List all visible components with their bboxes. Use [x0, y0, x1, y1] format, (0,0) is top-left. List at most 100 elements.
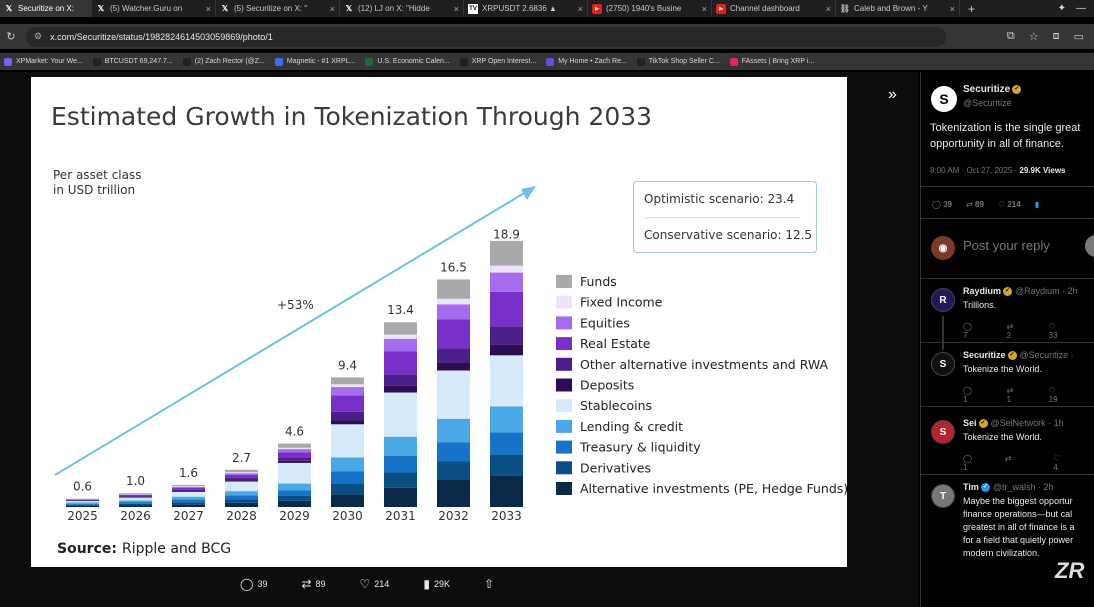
bar-2030-stablecoins: [331, 424, 364, 458]
bar-2033-treasury-liquidity: [490, 432, 523, 455]
extensions-icon[interactable]: ⧈: [1052, 30, 1060, 42]
tab-6[interactable]: ▶ Channel dashboard ×: [712, 0, 836, 17]
chart-subtitle-line-1: Per asset class: [53, 168, 142, 182]
like-count[interactable]: ♡ 214: [997, 200, 1021, 209]
install-app-icon[interactable]: ⧉: [1006, 30, 1015, 42]
like-count[interactable]: ♡ 19: [1048, 386, 1058, 404]
bar-2026-derivatives: [119, 503, 152, 506]
reply-avatar-3[interactable]: T: [931, 484, 955, 508]
reply-action[interactable]: ◯ 39: [240, 577, 267, 591]
reply-count[interactable]: ◯ 1: [963, 454, 972, 472]
bookmark-2[interactable]: (2) Zach Rector (@Z...: [182, 57, 265, 66]
bookmark-icon[interactable]: ▮: [1034, 200, 1040, 209]
bar-2030-alternative-investments-pe-hedge-funds-: [331, 494, 364, 507]
reply-text-3-1: finance operations—but cal: [963, 509, 1073, 519]
close-icon[interactable]: ×: [949, 3, 955, 14]
reply-count[interactable]: ◯ 1: [963, 386, 972, 404]
bar-2026-real-estate: [119, 495, 152, 497]
bar-2028-treasury-liquidity: [225, 495, 258, 500]
reply-author-1[interactable]: Securitize ✓ @Securitize ·: [963, 350, 1074, 361]
bar-2033-funds: [490, 240, 523, 266]
retweet-count[interactable]: ⇄ 1: [1006, 386, 1014, 404]
retweet-icon: ⇄: [301, 577, 312, 591]
tweet-handle[interactable]: @Securitize: [963, 98, 1012, 108]
like-action[interactable]: ♡ 214: [360, 577, 390, 591]
tweet-author[interactable]: Securitize ✓: [963, 84, 1022, 95]
like-count[interactable]: ♡ 4: [1053, 454, 1061, 472]
tab-3[interactable]: 𝕏 (12) LJ on X: "Hidde ×: [340, 0, 464, 17]
reply-input[interactable]: Post your reply: [963, 238, 1050, 253]
close-icon[interactable]: ×: [329, 3, 335, 14]
gemini-icon[interactable]: ✦: [1057, 3, 1066, 14]
tab-0[interactable]: 𝕏 Securitize on X:: [0, 0, 92, 17]
x-tick-2026: 2026: [120, 509, 151, 523]
url-field[interactable]: ⚙ x.com/Securitize/status/19828246145030…: [26, 26, 946, 47]
close-icon[interactable]: ×: [577, 3, 583, 14]
x-tick-2025: 2025: [67, 509, 98, 523]
bar-2029-deposits: [278, 460, 311, 463]
reply-icon: ◯: [240, 577, 254, 591]
new-tab-button[interactable]: +: [968, 1, 976, 16]
retweet-count[interactable]: ⇄ 2: [1006, 322, 1014, 340]
x-logo-icon: 𝕏: [5, 4, 13, 13]
bookmark-8[interactable]: FAssets | Bring XRP i...: [729, 57, 814, 66]
bookmark-4[interactable]: U.S. Economic Calen...: [365, 57, 450, 66]
reply-author-0[interactable]: Raydium ✓ @Raydium · 2h: [963, 286, 1078, 297]
reply-count[interactable]: ◯ 7: [963, 322, 972, 340]
tab-7[interactable]: ⛓ Caleb and Brown - Y ×: [836, 0, 960, 17]
reply-stats-2: ◯ 1 ⇄ ♡ 4: [963, 454, 1094, 472]
bar-2028-lending-credit: [225, 491, 258, 496]
bar-2033-real-estate: [490, 291, 523, 327]
reply-author-2[interactable]: Sei ✓ @SeiNetwork · 1h: [963, 418, 1064, 429]
close-icon[interactable]: ×: [205, 3, 211, 14]
retweet-count[interactable]: ⇄: [1004, 454, 1012, 463]
tab-4[interactable]: TV XRPUSDT 2.6836 ▲ ×: [464, 0, 588, 17]
reply-avatar-1[interactable]: S: [931, 352, 955, 376]
collapse-panel-icon[interactable]: »: [888, 86, 897, 103]
bookmark-star-icon[interactable]: ☆: [1028, 31, 1039, 43]
legend-swatch-6: [556, 399, 572, 413]
bookmark-3[interactable]: Magnetic - #1 XRPL...: [274, 57, 355, 66]
tab-5[interactable]: ▶ (2750) 1940's Busine ×: [588, 0, 712, 17]
share-action[interactable]: ⇧: [484, 577, 498, 591]
bar-2028-funds: [225, 469, 258, 473]
retweet-action[interactable]: ⇄ 89: [301, 577, 325, 591]
securitize-avatar[interactable]: S: [931, 86, 957, 112]
minimize-icon[interactable]: —: [1076, 3, 1086, 14]
reload-icon[interactable]: ↻: [6, 31, 16, 43]
chart-svg: Estimated Growth in Tokenization Through…: [51, 102, 847, 557]
retweet-count[interactable]: ⇄ 89: [966, 200, 984, 209]
site-info-icon[interactable]: ⚙: [34, 31, 43, 41]
chart-subtitle-line-2: in USD trillion: [53, 183, 135, 197]
reply-count[interactable]: ◯ 39: [932, 200, 953, 209]
tab-1[interactable]: 𝕏 (5) Watcher.Guru on ×: [92, 0, 216, 17]
close-icon[interactable]: ×: [453, 3, 459, 14]
legend-label-4: Other alternative investments and RWA: [580, 357, 829, 372]
reply-avatar-0[interactable]: R: [931, 288, 955, 312]
x-tick-2033: 2033: [491, 509, 522, 523]
reply-author-3[interactable]: Tim ✓ @tr_walsh · 2h: [963, 482, 1054, 493]
sidebar-icon[interactable]: ▭: [1073, 31, 1084, 43]
like-count[interactable]: ♡ 33: [1048, 322, 1058, 340]
bar-2025-derivatives: [66, 504, 99, 506]
reply-avatar-2[interactable]: S: [931, 420, 955, 444]
close-icon[interactable]: ×: [825, 3, 831, 14]
total-label-2032: 16.5: [440, 261, 467, 275]
bookmark-5[interactable]: XRP Open Interest...: [459, 57, 536, 66]
growth-arrow-head: [521, 186, 536, 200]
reply-text-3-0: Maybe the biggest opportur: [963, 496, 1073, 506]
legend-swatch-3: [556, 337, 572, 351]
bookmark-favicon-icon: [636, 57, 645, 66]
views-action[interactable]: ▮ 29K: [423, 577, 450, 591]
reply-button[interactable]: [1085, 235, 1094, 257]
views-icon: ▮: [423, 577, 430, 591]
bar-2031-derivatives: [384, 472, 417, 488]
close-icon[interactable]: ×: [701, 3, 707, 14]
bookmark-1[interactable]: BTCUSDT 69,247.7...: [92, 57, 173, 66]
tab-2[interactable]: 𝕏 (5) Securitize on X: " ×: [216, 0, 340, 17]
bookmark-0[interactable]: XPMarket: Your We...: [4, 57, 83, 66]
youtube-icon: ▶: [592, 3, 602, 14]
bookmark-6[interactable]: My Home • Zach Re...: [546, 57, 627, 66]
bookmark-7[interactable]: TikTok Shop Seller C...: [636, 57, 720, 66]
x-axis-labels: 2025 2026 2027 2028 2029 2030 2031 2032 2033: [67, 509, 522, 523]
